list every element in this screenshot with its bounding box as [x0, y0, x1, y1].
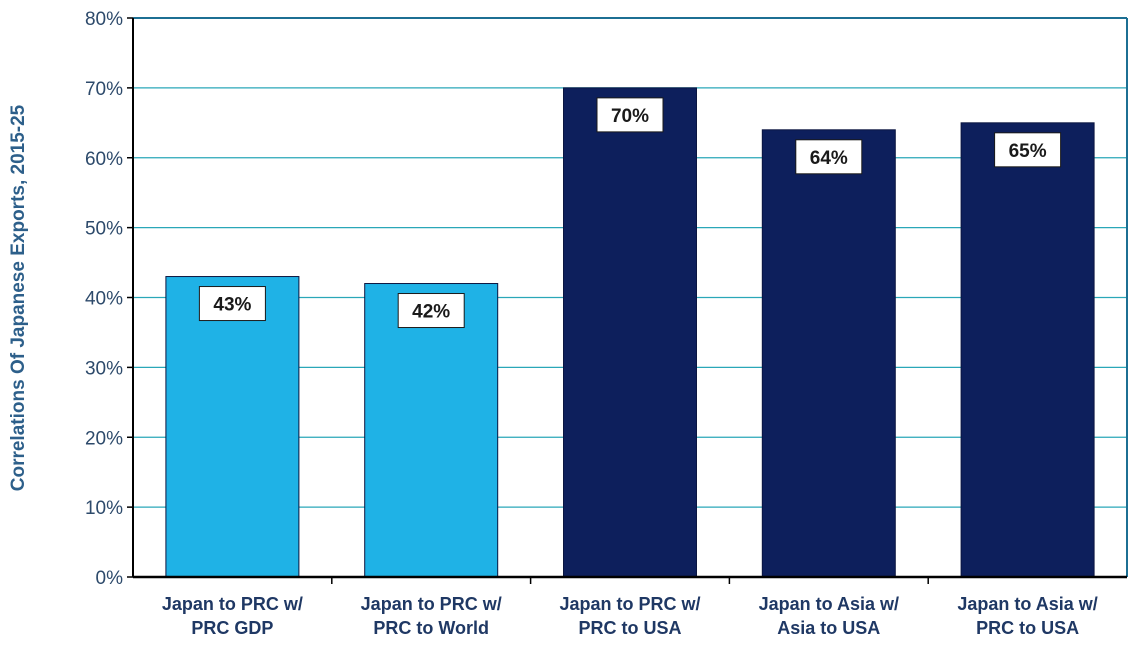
data-label-box — [198, 286, 266, 322]
data-label-box — [596, 97, 664, 133]
data-label: 65% — [1009, 141, 1047, 162]
x-category-label: Japan to PRC w/ — [559, 594, 700, 614]
data-label: 43% — [213, 295, 251, 316]
data-label: 42% — [412, 302, 450, 323]
x-category-label: Asia to USA — [777, 618, 880, 638]
data-label: 64% — [810, 148, 848, 169]
x-category-labels: Japan to PRC w/PRC GDP Japan to PRC w/PRC… — [162, 594, 1098, 638]
bar — [960, 122, 1095, 578]
x-category-label: PRC to USA — [976, 618, 1079, 638]
y-tick-label: 30% — [85, 358, 123, 379]
axes — [127, 17, 1128, 584]
x-category-label: PRC to USA — [579, 618, 682, 638]
bar — [165, 276, 300, 578]
y-tick-label: 20% — [85, 428, 123, 449]
data-label-box — [397, 293, 465, 329]
x-category-label: Japan to PRC w/ — [162, 594, 303, 614]
y-tick-label: 10% — [85, 498, 123, 519]
y-tick-label: 60% — [85, 149, 123, 170]
y-axis-title: Correlations Of Japanese Exports, 2015-2… — [8, 104, 29, 491]
x-category-label: Japan to PRC w/ — [361, 594, 502, 614]
y-tick-label: 0% — [96, 568, 124, 589]
data-label-box — [994, 132, 1062, 168]
x-category-label: PRC GDP — [191, 618, 273, 638]
y-tick-label: 80% — [85, 9, 123, 30]
data-label: 70% — [611, 106, 649, 127]
bars — [165, 87, 1095, 578]
x-category-label: Japan to Asia w/ — [759, 594, 899, 614]
data-label-box — [795, 139, 863, 175]
x-category-label: Japan to Asia w/ — [957, 594, 1097, 614]
y-tick-label: 70% — [85, 79, 123, 100]
x-category-label: PRC to World — [373, 618, 489, 638]
y-tick-label: 40% — [85, 289, 123, 310]
data-labels: 43% 42% 70% 64% 65% — [198, 97, 1062, 329]
bar — [761, 129, 896, 578]
bar — [563, 87, 697, 578]
y-tick-label: 50% — [85, 219, 123, 240]
y-tick-labels: 0% 10% 20% 30% 40% 50% 60% 70% 80% — [85, 9, 123, 589]
